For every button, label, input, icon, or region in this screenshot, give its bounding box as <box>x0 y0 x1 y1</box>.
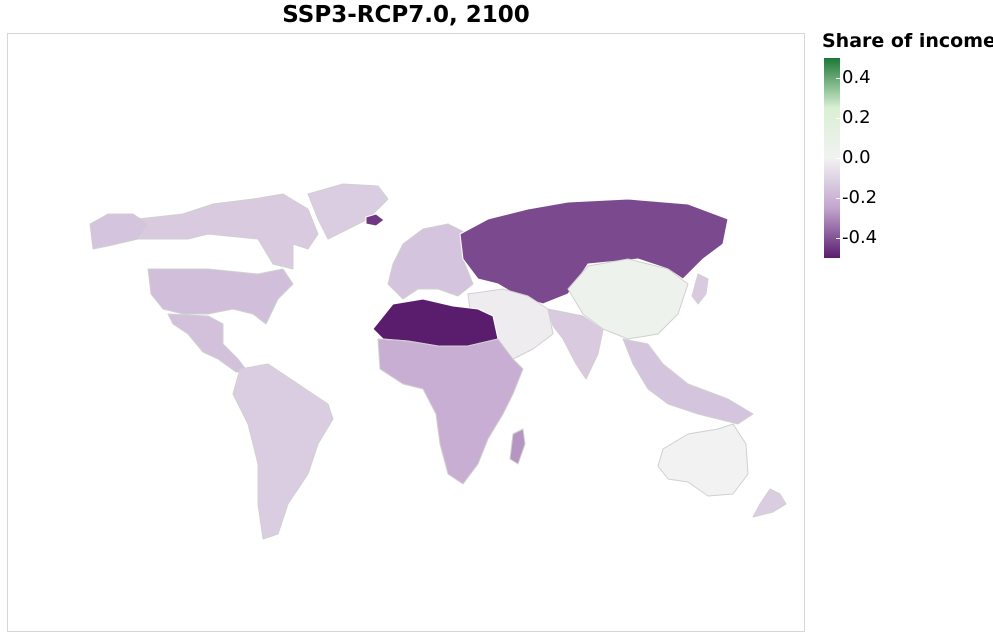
region-south-america[interactable] <box>232 363 334 540</box>
world-map[interactable] <box>8 34 806 633</box>
region-united-states[interactable] <box>147 268 294 325</box>
region-russia-central-asia[interactable] <box>459 198 729 305</box>
region-greenland[interactable] <box>307 183 389 240</box>
region-southeast-asia[interactable] <box>622 338 754 425</box>
region-sub-saharan-africa[interactable] <box>377 338 524 485</box>
map-frame <box>7 33 805 632</box>
legend-tick-mark <box>836 78 840 79</box>
region-mexico-central-america[interactable] <box>167 313 249 373</box>
region-europe[interactable] <box>387 223 474 300</box>
legend-title: Share of income <box>822 30 993 52</box>
legend-tick-label: 0.4 <box>842 67 871 88</box>
region-south-asia[interactable] <box>547 308 604 380</box>
region-north-america-north[interactable] <box>102 193 319 270</box>
map-title: SSP3-RCP7.0, 2100 <box>282 2 530 28</box>
region-new-zealand[interactable] <box>752 488 787 518</box>
legend-tick-mark <box>836 198 840 199</box>
legend-tick-mark <box>836 238 840 239</box>
region-madagascar[interactable] <box>509 428 526 465</box>
legend-tick-label: 0.2 <box>842 107 871 128</box>
legend-colorbar <box>824 58 840 258</box>
region-japan[interactable] <box>691 273 709 305</box>
legend-tick-label: -0.2 <box>842 187 878 208</box>
legend-tick-label: -0.4 <box>842 227 878 248</box>
legend-tick-mark <box>836 118 840 119</box>
legend-tick-mark <box>836 158 840 159</box>
legend-tick-label: 0.0 <box>842 147 871 168</box>
region-alaska[interactable] <box>89 213 149 250</box>
region-china[interactable] <box>567 258 689 340</box>
region-iceland[interactable] <box>365 213 385 227</box>
region-australia[interactable] <box>657 423 749 497</box>
